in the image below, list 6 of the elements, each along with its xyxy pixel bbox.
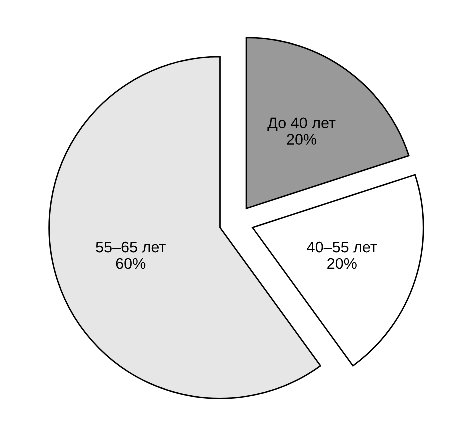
slice-label: 40–55 лет — [307, 242, 378, 253]
data-label: 20% — [287, 134, 317, 145]
data-label: 20% — [328, 258, 357, 270]
slice-label: До 40 лет — [268, 118, 336, 132]
slice-label: 55–65 лет — [96, 242, 166, 253]
data-label: 60% — [116, 258, 146, 270]
